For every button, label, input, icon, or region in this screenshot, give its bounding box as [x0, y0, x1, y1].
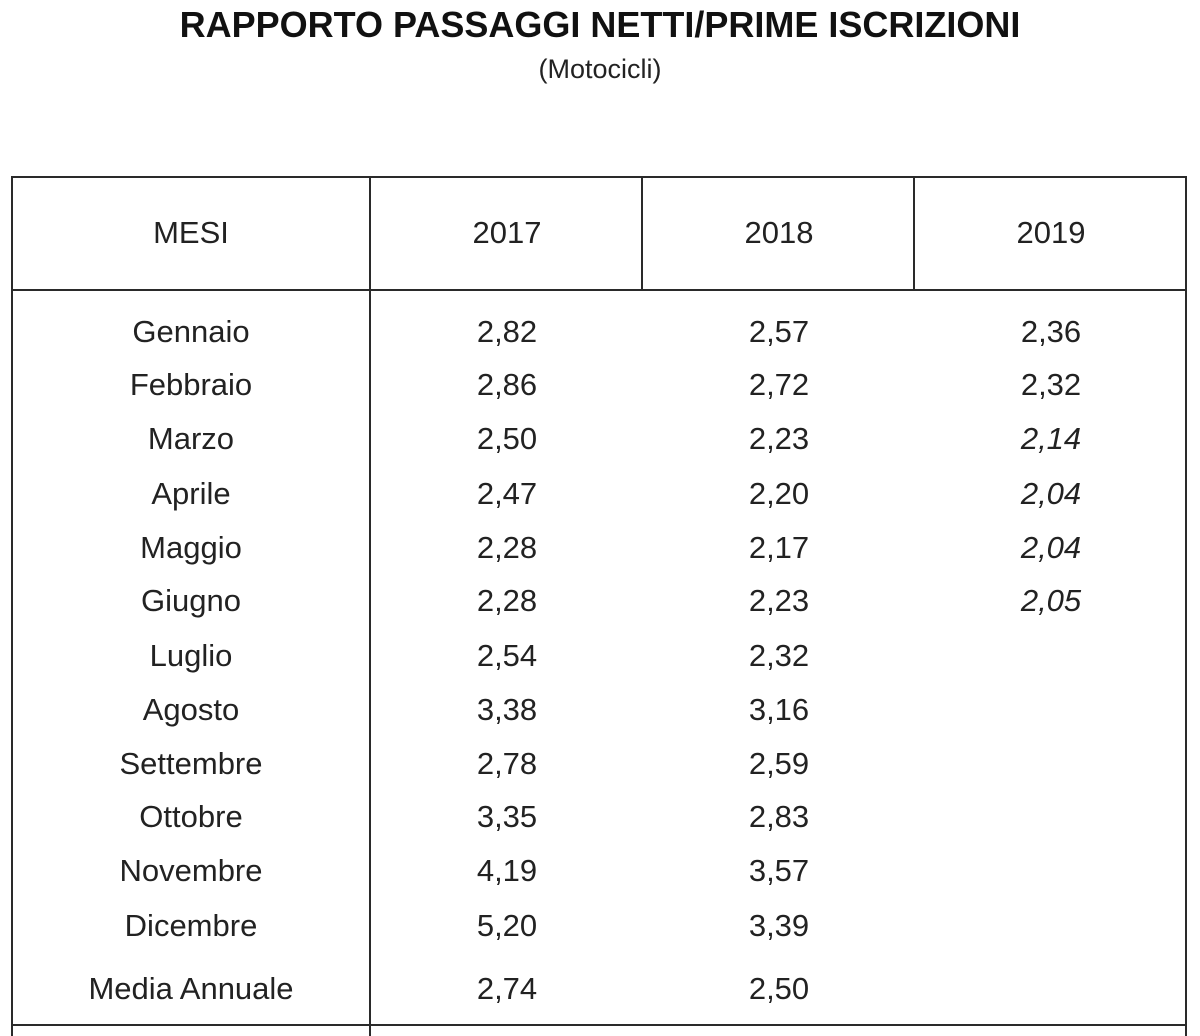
value-cell-2019: 2,05 — [1020, 583, 1082, 618]
value-cell-2018: 2,57 — [748, 314, 810, 349]
value-cell-2019: 2,04 — [1020, 476, 1082, 511]
row-label: Gennaio — [132, 314, 250, 349]
value-cell-2019: 2,04 — [1020, 530, 1082, 565]
value-cell-2018: 2,23 — [748, 421, 810, 456]
header-2019: 2019 — [1016, 215, 1086, 250]
row-label: Aprile — [151, 476, 231, 511]
header-2017: 2017 — [472, 215, 542, 250]
column-divider-3 — [913, 176, 915, 290]
value-cell-2017: 2,47 — [476, 476, 538, 511]
row-label: Settembre — [119, 746, 263, 781]
value-cell-2017: 2,82 — [476, 314, 538, 349]
value-cell-2018: 3,16 — [748, 692, 810, 727]
row-label: Novembre — [119, 853, 263, 888]
value-cell-2017: 5,20 — [476, 908, 538, 943]
value-cell-2018: 2,20 — [748, 476, 810, 511]
page-subtitle: (Motocicli) — [538, 54, 662, 84]
value-cell-2018: 2,23 — [748, 583, 810, 618]
value-cell-2018: 3,57 — [748, 853, 810, 888]
row-label: Maggio — [140, 530, 242, 565]
row-label: Febbraio — [129, 367, 253, 402]
table-bottom-border — [11, 1024, 1187, 1026]
value-cell-2017: 3,38 — [476, 692, 538, 727]
value-cell-2018: 2,59 — [748, 746, 810, 781]
value-cell-2017: 2,50 — [476, 421, 538, 456]
row-label: Marzo — [147, 421, 235, 456]
value-cell-2017: 2,78 — [476, 746, 538, 781]
data-table — [11, 176, 1187, 1036]
value-cell-2018: 2,72 — [748, 367, 810, 402]
value-cell-2018: 3,39 — [748, 908, 810, 943]
page-title: RAPPORTO PASSAGGI NETTI/PRIME ISCRIZIONI — [179, 4, 1021, 45]
header-2018: 2018 — [744, 215, 814, 250]
row-label: Ottobre — [139, 799, 243, 834]
value-cell-2019: 2,14 — [1020, 421, 1082, 456]
value-cell-2018: 2,50 — [748, 971, 810, 1006]
header-mesi: MESI — [153, 215, 229, 250]
row-label: Media Annuale — [88, 971, 294, 1006]
row-label: Giugno — [141, 583, 241, 618]
row-label: Agosto — [142, 692, 240, 727]
value-cell-2017: 2,86 — [476, 367, 538, 402]
value-cell-2018: 2,83 — [748, 799, 810, 834]
column-divider-2 — [641, 176, 643, 290]
value-cell-2018: 2,32 — [748, 638, 810, 673]
column-divider-1 — [369, 176, 371, 1036]
value-cell-2017: 3,35 — [476, 799, 538, 834]
value-cell-2017: 2,28 — [476, 583, 538, 618]
value-cell-2017: 4,19 — [476, 853, 538, 888]
header-divider — [11, 289, 1187, 291]
value-cell-2017: 2,54 — [476, 638, 538, 673]
value-cell-2018: 2,17 — [748, 530, 810, 565]
row-label: Luglio — [149, 638, 233, 673]
value-cell-2019: 2,36 — [1020, 314, 1082, 349]
value-cell-2019: 2,32 — [1020, 367, 1082, 402]
value-cell-2017: 2,74 — [476, 971, 538, 1006]
row-label: Dicembre — [124, 908, 258, 943]
value-cell-2017: 2,28 — [476, 530, 538, 565]
